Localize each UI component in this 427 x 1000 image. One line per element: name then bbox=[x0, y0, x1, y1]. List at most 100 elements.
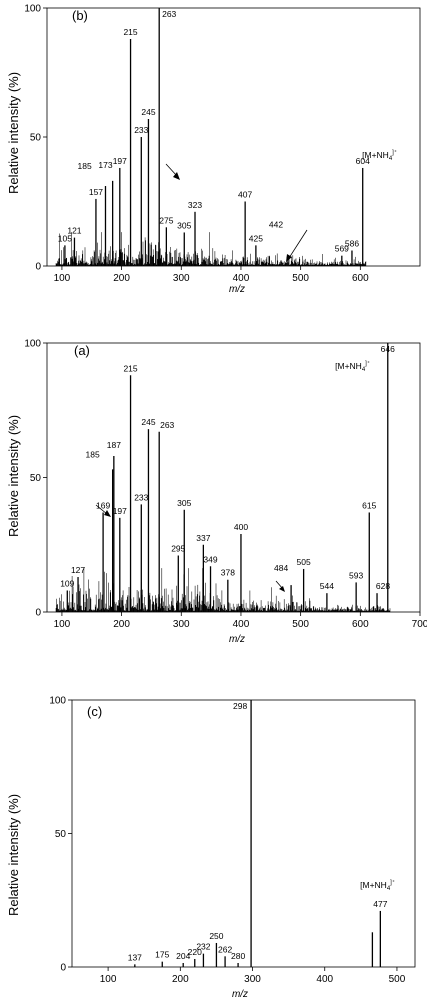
x-axis-label: m/z bbox=[229, 284, 245, 295]
x-tick-label: 500 bbox=[389, 974, 406, 985]
peak-label-604: 604 bbox=[356, 156, 370, 166]
y-tick-label: 100 bbox=[49, 696, 66, 707]
peak-label-298: 298 bbox=[233, 701, 247, 711]
spectrum-panel-b: Relative intensity (%) m/z (b) [M+NH4]⁺ … bbox=[6, 4, 421, 295]
plot-frame bbox=[71, 699, 416, 968]
molecular-ion-label: [M+NH4]⁺ bbox=[362, 149, 397, 162]
y-tick-label: 50 bbox=[30, 473, 42, 484]
peak-label-305: 305 bbox=[177, 498, 191, 508]
peak-label-185: 185 bbox=[86, 449, 100, 459]
peak-label-586: 586 bbox=[345, 239, 359, 249]
molecular-ion-label: [M+NH4]⁺ bbox=[335, 360, 370, 373]
peak-label-173: 173 bbox=[98, 160, 112, 170]
x-axis-label: m/z bbox=[229, 634, 245, 645]
peak-label-185: 185 bbox=[78, 161, 92, 171]
x-tick-label: 600 bbox=[352, 619, 369, 630]
plot-frame bbox=[46, 7, 421, 267]
peak-label-105: 105 bbox=[58, 233, 72, 243]
y-axis-label: Relative intensity (%) bbox=[6, 72, 21, 194]
peak-label-407: 407 bbox=[238, 190, 252, 200]
peak-label-263: 263 bbox=[162, 9, 176, 19]
panel-label: (a) bbox=[74, 343, 90, 358]
y-tick-label: 50 bbox=[30, 133, 42, 144]
panel-label: (c) bbox=[87, 704, 102, 719]
y-tick-label: 0 bbox=[35, 262, 41, 273]
peak-label-442: 442 bbox=[269, 219, 283, 229]
x-tick-label: 600 bbox=[352, 273, 369, 284]
spectrum-panel-c: Relative intensity (%) m/z (c) [M+NH4]⁺ … bbox=[6, 696, 416, 1000]
peak-label-197: 197 bbox=[113, 156, 127, 166]
y-tick-label: 0 bbox=[60, 963, 66, 974]
y-tick-label: 0 bbox=[35, 608, 41, 619]
peak-label-127: 127 bbox=[71, 565, 85, 575]
peak-label-220: 220 bbox=[188, 947, 202, 957]
y-axis-label: Relative intensity (%) bbox=[6, 794, 21, 916]
peak-label-275: 275 bbox=[159, 215, 173, 225]
peak-label-245: 245 bbox=[141, 107, 155, 117]
peak-label-250: 250 bbox=[209, 931, 223, 941]
peak-label-137: 137 bbox=[128, 952, 142, 962]
peak-label-544: 544 bbox=[320, 581, 334, 591]
peak-label-169: 169 bbox=[96, 500, 110, 510]
arrow-442-shaft bbox=[288, 229, 308, 259]
x-tick-label: 400 bbox=[233, 619, 250, 630]
y-tick-label: 100 bbox=[24, 339, 41, 350]
x-tick-label: 700 bbox=[412, 619, 427, 630]
y-tick-label: 100 bbox=[24, 4, 41, 15]
peak-label-204: 204 bbox=[176, 951, 190, 961]
peak-label-109: 109 bbox=[60, 578, 74, 588]
peak-label-215: 215 bbox=[123, 363, 137, 373]
x-tick-label: 300 bbox=[173, 619, 190, 630]
peak-label-280: 280 bbox=[231, 951, 245, 961]
x-tick-label: 100 bbox=[54, 619, 71, 630]
x-tick-label: 100 bbox=[100, 974, 117, 985]
peak-label-121: 121 bbox=[67, 226, 81, 236]
peak-label-232: 232 bbox=[196, 942, 210, 952]
peak-label-400: 400 bbox=[234, 522, 248, 532]
x-tick-label: 300 bbox=[244, 974, 261, 985]
peak-label-233: 233 bbox=[134, 125, 148, 135]
panel-label: (b) bbox=[72, 8, 88, 23]
peak-label-628: 628 bbox=[376, 581, 390, 591]
x-tick-label: 200 bbox=[113, 273, 130, 284]
peak-label-197: 197 bbox=[113, 506, 127, 516]
peak-label-484: 484 bbox=[274, 563, 288, 573]
peak-label-262: 262 bbox=[218, 944, 232, 954]
x-tick-label: 200 bbox=[172, 974, 189, 985]
noise-baseline bbox=[55, 232, 367, 266]
peak-label-187: 187 bbox=[107, 440, 121, 450]
peak-label-569: 569 bbox=[335, 244, 349, 254]
peak-label-615: 615 bbox=[362, 500, 376, 510]
peak-label-233: 233 bbox=[134, 492, 148, 502]
peak-label-337: 337 bbox=[196, 533, 210, 543]
peak-label-305: 305 bbox=[177, 220, 191, 230]
spectrum-panel-a: Relative intensity (%) m/z (a) [M+NH4]⁺ … bbox=[6, 339, 427, 646]
x-tick-label: 400 bbox=[316, 974, 333, 985]
peak-label-215: 215 bbox=[123, 27, 137, 37]
x-tick-label: 300 bbox=[173, 273, 190, 284]
peak-label-295: 295 bbox=[171, 544, 185, 554]
peak-label-477: 477 bbox=[373, 899, 387, 909]
molecular-ion-label: [M+NH4]⁺ bbox=[360, 879, 395, 892]
x-tick-label: 500 bbox=[292, 619, 309, 630]
x-tick-label: 400 bbox=[233, 273, 250, 284]
x-tick-label: 100 bbox=[54, 273, 71, 284]
peak-label-323: 323 bbox=[188, 200, 202, 210]
arrow-185-shaft bbox=[95, 504, 108, 515]
peak-label-378: 378 bbox=[221, 568, 235, 578]
peak-label-263: 263 bbox=[160, 420, 174, 430]
arrow-185-shaft bbox=[165, 163, 178, 177]
peak-label-157: 157 bbox=[89, 187, 103, 197]
arrow-484-head bbox=[279, 586, 285, 592]
peak-label-593: 593 bbox=[349, 570, 363, 580]
peak-label-646: 646 bbox=[381, 344, 395, 354]
peak-label-175: 175 bbox=[155, 950, 169, 960]
x-axis-label: m/z bbox=[232, 989, 248, 1000]
peak-label-425: 425 bbox=[249, 233, 263, 243]
arrow-185-head bbox=[173, 172, 180, 180]
x-tick-label: 500 bbox=[292, 273, 309, 284]
arrow-185-head bbox=[104, 510, 111, 517]
y-tick-label: 50 bbox=[55, 829, 67, 840]
y-axis-label: Relative intensity (%) bbox=[6, 415, 21, 537]
